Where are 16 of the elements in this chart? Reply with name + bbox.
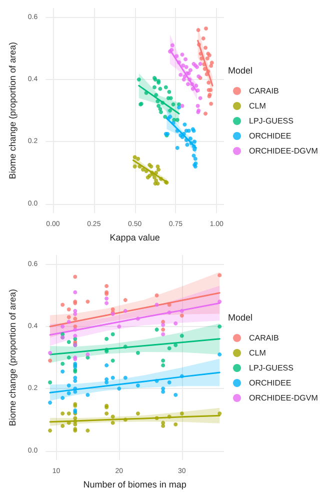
y-axis-title: Biome change (proportion of area) (8, 42, 18, 180)
legend-label: ORCHIDEE (249, 132, 292, 140)
legend-title: Model (228, 312, 253, 322)
legend-title: Model (228, 66, 253, 76)
legend-label: ORCHIDEE-DGVM (249, 394, 318, 402)
x-axis-title: Kappa value (110, 232, 160, 242)
legend-label: CARAIB (249, 86, 279, 96)
legend-label: CARAIB (249, 334, 279, 342)
legend-label: ORCHIDEE (249, 378, 292, 388)
y-axis-title: Biome change (proportion of area) (8, 289, 18, 426)
legend-label: CLM (249, 102, 266, 110)
x-axis-title: Number of biomes in map (83, 480, 186, 490)
legend-label: CLM (249, 348, 266, 358)
legend-label: ORCHIDEE-DGVM (249, 146, 318, 156)
legend-label: LPJ-GUESS (249, 116, 294, 126)
legend-label: LPJ-GUESS (249, 364, 294, 372)
